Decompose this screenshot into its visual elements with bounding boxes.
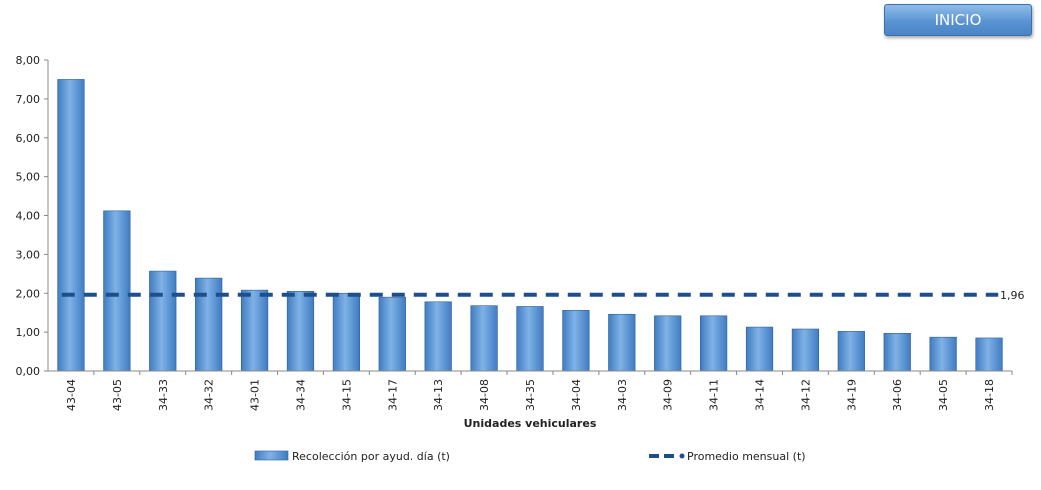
y-tick-label: 1,00 [16,326,41,339]
bar-34-05 [929,336,957,372]
bar-43-05 [103,210,131,372]
y-tick-label: 3,00 [16,248,41,261]
bar-34-18 [975,337,1003,372]
bar-34-35 [516,306,544,372]
legend: Recolección por ayud. día (t) Promedio m… [254,450,806,463]
bar-34-11 [700,315,728,372]
y-tick-label: 6,00 [16,132,41,145]
bar-34-12 [791,328,820,372]
bar-43-04 [57,79,85,372]
bar-43-01 [240,289,269,372]
x-tick-label: 34-33 [157,379,170,411]
x-tick-label: 43-05 [111,379,124,411]
x-tick-label: 34-34 [294,379,307,411]
x-tick-label: 34-14 [754,379,767,411]
y-tick-label: 0,00 [16,365,41,378]
x-tick-label: 34-35 [524,379,537,411]
bar-34-15 [332,292,360,372]
average-line: 1,96 [61,289,1025,302]
x-axis-title: Unidades vehiculares [464,417,597,430]
x-tick-label: 34-09 [662,379,675,411]
y-tick-label: 4,00 [16,210,41,223]
bar-34-32 [195,277,223,372]
x-tick-label: 34-03 [616,379,629,411]
bar-34-03 [608,313,636,372]
bar-34-06 [883,332,911,372]
x-tick-label: 34-04 [570,379,583,411]
x-tick-label: 34-18 [983,379,996,411]
y-tick-label: 7,00 [16,93,41,106]
bar-34-13 [424,301,452,372]
x-tick-label: 34-17 [386,379,399,411]
y-tick-label: 8,00 [16,54,41,67]
bar-34-19 [837,331,865,372]
x-tick-label: 34-13 [432,379,445,411]
x-axis: 43-04 43-05 34-33 34-32 43-01 34-34 34-15 34-17… [48,370,1013,411]
x-tick-label: 34-19 [845,379,858,411]
x-tick-label: 34-08 [478,379,491,411]
x-tick-label: 34-06 [891,379,904,411]
legend-bar-label: Recolección por ayud. día (t) [292,450,450,463]
bar-34-04 [562,310,590,372]
bar-series [57,79,1003,372]
bar-34-17 [378,296,406,372]
x-tick-label: 34-32 [203,379,216,411]
bar-34-33 [149,270,177,372]
x-tick-label: 43-04 [65,379,78,411]
legend-line-label: Promedio mensual (t) [687,450,806,463]
y-tick-label: 5,00 [16,171,41,184]
y-tick-label: 2,00 [16,287,41,300]
average-line-label: 1,96 [1000,289,1025,302]
x-tick-label: 34-12 [799,379,812,411]
y-axis: 0,00 1,00 2,00 3,00 4,00 5,00 6,00 7,00 8,00 [16,54,49,378]
bar-34-09 [654,315,682,372]
bar-34-08 [470,305,498,372]
bar-34-14 [745,326,774,372]
x-tick-label: 34-15 [340,379,353,411]
inicio-button[interactable]: INICIO [884,4,1032,36]
x-tick-label: 43-01 [249,379,262,411]
legend-line-dot [679,453,685,459]
x-tick-label: 34-11 [708,379,721,411]
x-tick-label: 34-05 [937,379,950,411]
legend-bar-swatch [254,450,289,461]
bar-34-34 [286,291,315,372]
